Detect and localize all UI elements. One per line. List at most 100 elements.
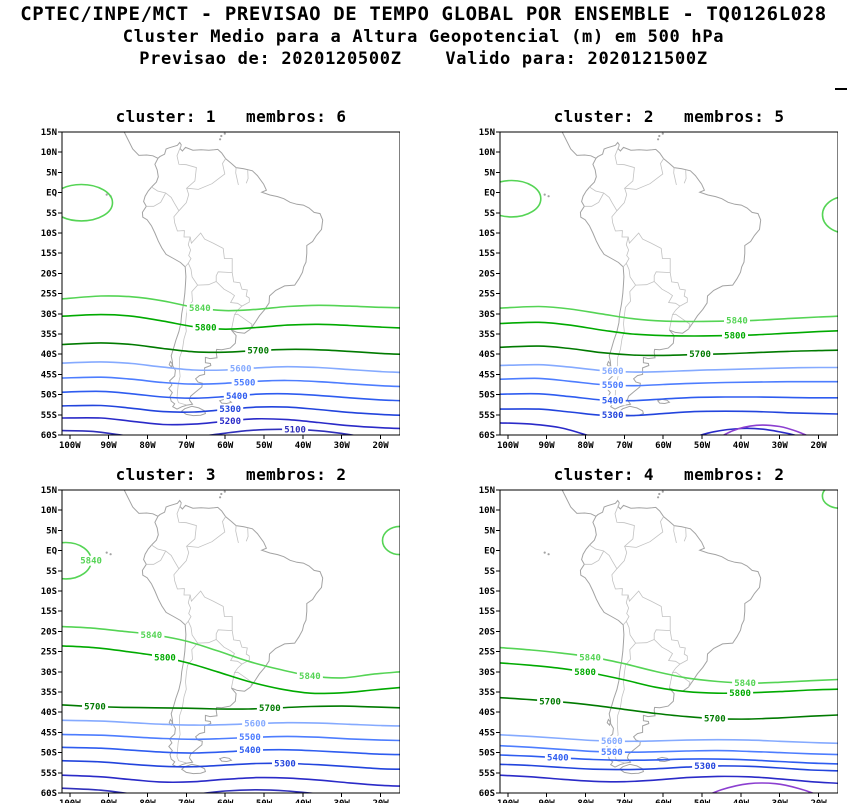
- contour-label: 5800: [574, 668, 596, 678]
- island-outline: [618, 763, 645, 775]
- lat-tick-label: 35S: [41, 330, 57, 340]
- small-island-dot: [547, 553, 550, 556]
- country-border: [235, 525, 239, 543]
- contour-line-5840: [821, 490, 838, 509]
- lat-tick-label: EQ: [484, 547, 495, 557]
- contour-label: 5400: [602, 396, 624, 406]
- contour-label: 5840: [299, 672, 321, 682]
- country-border: [614, 502, 664, 548]
- contour-label: 5600: [602, 367, 624, 377]
- lat-tick-label: 45S: [41, 728, 57, 738]
- lat-tick-label: 60S: [41, 789, 57, 799]
- lat-tick-label: 25S: [479, 290, 495, 300]
- contour-line-5100: [62, 428, 357, 435]
- chart-forecast-datetime: Previsao de: 2020120500Z Valido para: 20…: [139, 49, 708, 69]
- lat-tick-label: 50S: [479, 391, 495, 401]
- contour-line-5840: [821, 196, 838, 233]
- lon-tick-label: 20W: [372, 799, 389, 803]
- country-border: [146, 192, 167, 207]
- contour-label-bg: [78, 555, 105, 566]
- lat-tick-label: 25S: [479, 648, 495, 658]
- contour-line-5700: [62, 704, 400, 710]
- lon-tick-label: 40W: [295, 441, 312, 450]
- contour-label: 5700: [247, 347, 269, 357]
- country-border: [589, 186, 618, 212]
- contour-line-5800: [500, 662, 838, 695]
- small-island-dot: [219, 496, 222, 499]
- south-america-coastline: [141, 499, 324, 768]
- island-outline: [180, 405, 207, 417]
- lon-tick-label: 40W: [733, 799, 750, 803]
- contour-label: 5300: [602, 411, 624, 421]
- lat-tick-label: 5N: [484, 526, 495, 536]
- stray-mark: [835, 88, 847, 90]
- lon-tick-label: 60W: [655, 441, 672, 450]
- country-border: [173, 188, 250, 331]
- country-border: [245, 527, 249, 542]
- central-america-coastline: [560, 490, 597, 517]
- contour-line-5600: [62, 719, 400, 727]
- contour-line-5300: [500, 763, 838, 772]
- contour-label-bg: [231, 377, 258, 388]
- contour-label: 5840: [734, 679, 756, 689]
- small-island-dot: [223, 490, 226, 493]
- lon-tick-label: 90W: [100, 799, 117, 803]
- contour-label: 5200: [219, 417, 241, 427]
- panel-title-cluster-2: cluster: 2 membros: 5: [553, 107, 785, 126]
- map-canvas-cluster-4: 5840584058005800570057005600550054005300…: [479, 486, 838, 803]
- lat-tick-label: 5S: [46, 567, 57, 577]
- lat-tick-label: 10N: [479, 506, 495, 516]
- contour-label-bg: [82, 701, 108, 712]
- map-frame: [499, 131, 838, 436]
- contour-label: 5800: [154, 654, 176, 664]
- lon-tick-label: 70W: [616, 441, 633, 450]
- country-border: [197, 271, 233, 286]
- contour-line-5840: [381, 525, 400, 556]
- contour-label-bg: [237, 732, 263, 743]
- country-border: [635, 629, 671, 644]
- lat-tick-label: 55S: [41, 411, 57, 421]
- contour-label: 5600: [244, 720, 266, 730]
- lon-tick-label: 30W: [772, 441, 789, 450]
- contour-label: 5800: [195, 324, 217, 334]
- contour-label: 5400: [239, 746, 261, 756]
- map-clip-group: 5840 5800 5700 5600 5500 5400 5300: [500, 132, 838, 435]
- lon-tick-label: 70W: [178, 441, 195, 450]
- small-island-dot: [105, 193, 108, 196]
- country-border: [614, 144, 664, 190]
- lon-tick-label: 80W: [577, 799, 594, 803]
- panel-title-cluster-3: cluster: 3 membros: 2: [115, 465, 347, 484]
- lon-tick-label: 30W: [772, 799, 789, 803]
- lon-tick-label: 90W: [538, 441, 555, 450]
- country-border: [622, 620, 636, 644]
- contour-label: 5100: [284, 425, 306, 435]
- lat-tick-label: EQ: [46, 189, 57, 199]
- contour-label-bg: [282, 424, 309, 435]
- lat-tick-label: 15S: [41, 249, 57, 259]
- lat-tick-label: 35S: [479, 330, 495, 340]
- lat-tick-label: 60S: [41, 431, 57, 441]
- cluster-panel-2: cluster: 2 membros: 5 5840 5800 5700 5600 55…: [466, 107, 838, 450]
- contour-line-5200: [500, 774, 838, 785]
- lat-tick-label: 30S: [41, 668, 57, 678]
- contour-label-bg: [599, 366, 626, 377]
- lon-tick-label: 100W: [59, 441, 81, 450]
- central-america-coastline: [122, 490, 159, 517]
- country-border: [234, 671, 253, 688]
- contour-label-bg: [237, 745, 263, 756]
- lat-tick-label: 15S: [479, 249, 495, 259]
- contour-label-bg: [687, 349, 714, 360]
- lat-tick-label: 40S: [41, 708, 57, 718]
- central-america-coastline: [122, 132, 159, 159]
- map-frame: [499, 489, 838, 794]
- contour-label-bg: [599, 410, 626, 421]
- contour-label-bg: [544, 752, 571, 763]
- country-border: [234, 313, 253, 330]
- contour-line-5500: [500, 744, 838, 756]
- small-island-dot: [109, 553, 112, 556]
- contour-label: 5700: [84, 703, 106, 713]
- lon-tick-label: 60W: [217, 799, 234, 803]
- contour-label-bg: [701, 713, 728, 724]
- lat-tick-label: 35S: [479, 688, 495, 698]
- lon-tick-label: 40W: [733, 441, 750, 450]
